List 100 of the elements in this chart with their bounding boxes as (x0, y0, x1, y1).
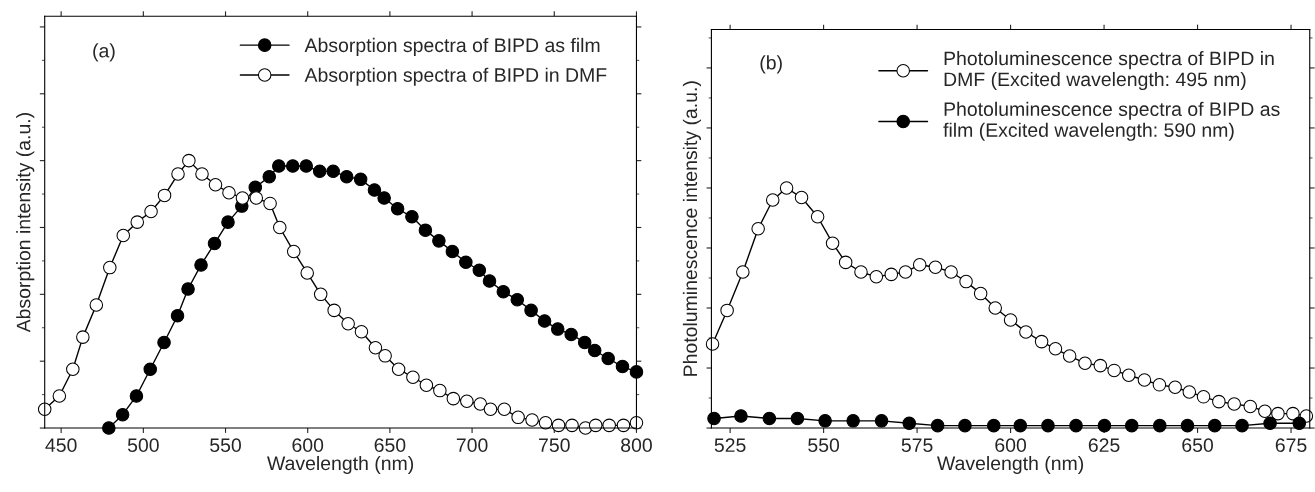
x-tick-label: 650 (374, 438, 406, 453)
point (564, 327, 578, 342)
legend-label: Absorption spectra of BIPD in DMF (304, 67, 607, 86)
point (285, 159, 300, 173)
point (473, 397, 488, 411)
x-tick-label: 600 (995, 438, 1027, 453)
point (377, 191, 391, 205)
point (313, 287, 328, 302)
point (898, 265, 913, 279)
point (76, 330, 90, 344)
point (1107, 363, 1121, 378)
point (762, 411, 777, 426)
point (765, 193, 780, 207)
text: (a) (93, 43, 115, 62)
point (182, 153, 196, 168)
point (221, 215, 235, 229)
x-tick-label: 675 (1275, 438, 1307, 453)
point (207, 236, 222, 251)
point (1212, 394, 1226, 409)
point (482, 274, 497, 288)
point (299, 159, 313, 173)
point (615, 359, 630, 374)
point (103, 260, 117, 275)
point (419, 378, 434, 393)
x-tick-label: 500 (127, 438, 159, 453)
point (973, 286, 988, 301)
x-axis-title: Wavelength (nm) (937, 455, 1084, 475)
point (751, 222, 765, 236)
point (1227, 397, 1241, 411)
point (1034, 334, 1049, 349)
point (496, 284, 511, 299)
point (235, 191, 250, 205)
point (959, 274, 973, 289)
point (1078, 356, 1092, 370)
x-tick-label: 700 (456, 438, 488, 453)
point (66, 362, 80, 376)
point (459, 255, 473, 270)
point (433, 383, 447, 398)
point (736, 265, 750, 279)
point (720, 303, 734, 318)
point (286, 244, 301, 259)
point (1093, 358, 1108, 373)
point (1271, 406, 1285, 421)
x-axis-title: Wavelength (nm) (267, 455, 414, 475)
x-tick-label: 550 (210, 438, 241, 453)
point (1258, 404, 1272, 418)
text: (b) (760, 55, 782, 74)
point (734, 409, 748, 423)
point (511, 410, 525, 425)
point (195, 167, 209, 181)
point (510, 292, 525, 307)
point (406, 370, 420, 384)
point (354, 325, 369, 339)
point (273, 220, 287, 235)
y-axis-title: Absorption intensity (a.u.) (16, 113, 35, 333)
point (116, 228, 131, 243)
point (1003, 313, 1018, 327)
point (854, 265, 868, 279)
x-tick-label: 550 (808, 438, 840, 453)
point (445, 244, 460, 259)
point (327, 303, 341, 318)
point (884, 267, 899, 282)
point (181, 282, 195, 296)
point (368, 341, 383, 355)
point (794, 190, 809, 205)
point (550, 322, 565, 336)
point (157, 335, 171, 350)
point (390, 202, 405, 216)
point (1152, 378, 1167, 392)
point (1196, 390, 1211, 404)
point (705, 337, 720, 351)
point (779, 181, 794, 195)
point (869, 270, 884, 284)
point (838, 255, 853, 270)
legend-label: Absorption spectra of BIPD as film (304, 37, 600, 56)
point (790, 411, 805, 426)
point (810, 210, 825, 224)
point (378, 349, 392, 363)
point (1121, 368, 1136, 382)
point (157, 188, 172, 203)
point (874, 414, 889, 428)
point (341, 316, 355, 331)
point (326, 164, 340, 179)
x-tick-label: 575 (901, 438, 933, 453)
point (249, 191, 264, 205)
point (170, 308, 185, 323)
point (263, 196, 277, 211)
point (818, 414, 832, 428)
point (912, 258, 927, 272)
point (1168, 380, 1182, 394)
point (208, 177, 223, 192)
point (391, 362, 406, 376)
point (525, 413, 539, 427)
x-tick-label: 450 (45, 438, 77, 453)
y-axis-title: Photoluminescence intensity (a.u.) (682, 81, 701, 376)
point (928, 260, 943, 274)
point (89, 298, 104, 312)
point (1019, 325, 1033, 339)
point (537, 314, 552, 328)
point (432, 234, 446, 248)
